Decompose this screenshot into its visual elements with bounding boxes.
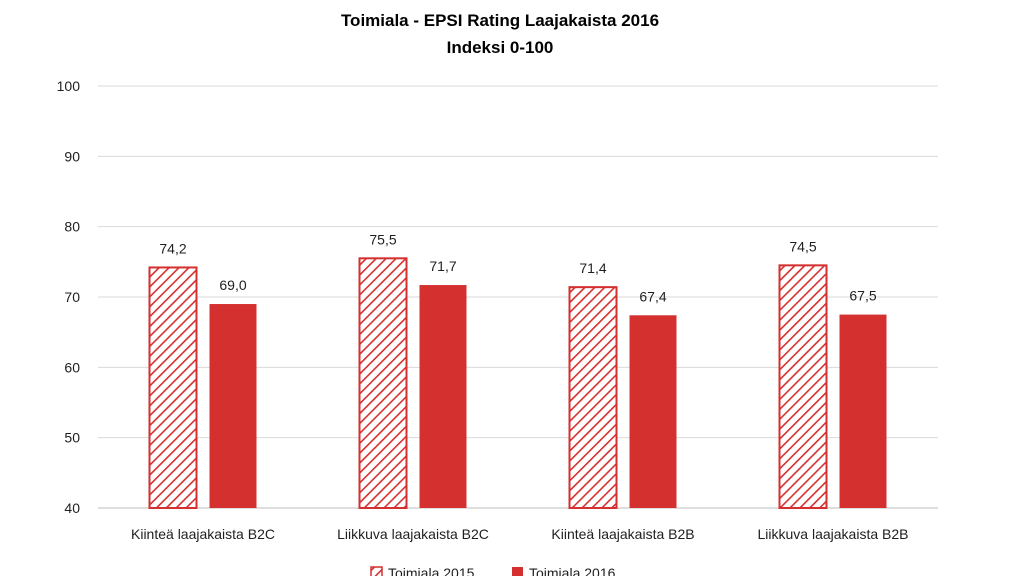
bar-2016: [419, 285, 467, 508]
legend-label-2015: Toimiala 2015: [388, 565, 475, 576]
y-tick-label: 90: [64, 148, 80, 164]
y-tick-label: 80: [64, 219, 80, 235]
data-label: 71,7: [429, 258, 456, 274]
bar-2016: [209, 304, 257, 508]
data-label: 67,4: [639, 288, 666, 304]
data-label: 74,2: [159, 240, 186, 256]
legend-swatch-2016: [512, 567, 523, 576]
data-label: 67,5: [849, 288, 876, 304]
chart-title: Toimiala - EPSI Rating Laajakaista 2016: [341, 11, 659, 30]
bar-2015: [778, 264, 828, 509]
x-axis-categories: Kiinteä laajakaista B2C Liikkuva laajakai…: [131, 526, 908, 542]
y-tick-label: 70: [64, 289, 80, 305]
legend-label-2016: Toimiala 2016: [529, 565, 616, 576]
y-tick-label: 100: [57, 78, 81, 94]
bar-2015: [148, 266, 198, 509]
data-label: 75,5: [369, 231, 396, 247]
data-label: 69,0: [219, 277, 246, 293]
data-label: 71,4: [579, 260, 606, 276]
y-axis-ticks: 40 50 60 70 80 90 100: [57, 78, 81, 516]
bar-2015: [568, 286, 618, 509]
data-label: 74,5: [789, 238, 816, 254]
x-category-label: Kiinteä laajakaista B2B: [551, 526, 694, 542]
legend: Toimiala 2015 Toimiala 2016: [370, 565, 616, 576]
bar-2015: [358, 257, 408, 510]
y-tick-label: 50: [64, 430, 80, 446]
x-category-label: Liikkuva laajakaista B2C: [337, 526, 489, 542]
x-category-label: Kiinteä laajakaista B2C: [131, 526, 275, 542]
y-tick-label: 40: [64, 500, 80, 516]
x-category-label: Liikkuva laajakaista B2B: [758, 526, 909, 542]
legend-swatch-2015: [370, 566, 383, 576]
bar-2016: [839, 314, 887, 508]
bars: [148, 257, 887, 510]
bar-2016: [629, 315, 677, 508]
data-labels: 74,2 69,0 75,5 71,7 71,4 67,4 74,5 67,5: [159, 231, 876, 304]
chart-subtitle: Indeksi 0-100: [447, 38, 554, 57]
y-tick-label: 60: [64, 359, 80, 375]
